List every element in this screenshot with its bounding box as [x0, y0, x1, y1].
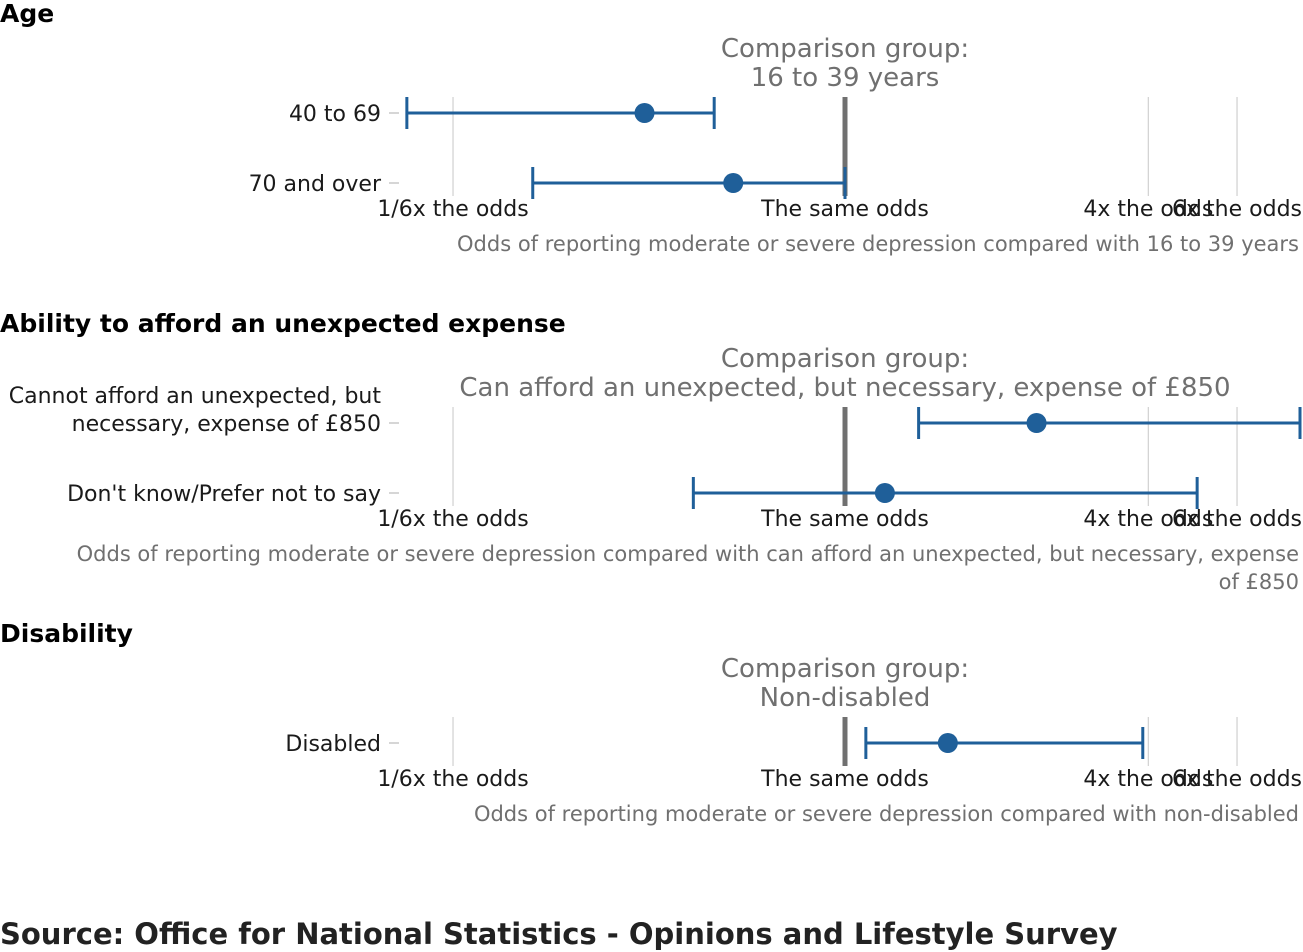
estimate-row: 70 and over [249, 167, 847, 199]
axis-title: Odds of reporting moderate or severe dep… [457, 232, 1299, 256]
comparison-group-label: 16 to 39 years [751, 63, 940, 93]
odds-ratio-point [937, 733, 958, 753]
category-label: necessary, expense of £850 [72, 412, 381, 437]
tick-label: 6x the odds [1172, 507, 1302, 532]
panel-2: Ability to afford an unexpected expense C… [0, 309, 1302, 594]
estimate-row: Cannot afford an unexpected, but necessar… [9, 384, 1302, 439]
comparison-group-label: Comparison group: [721, 34, 969, 64]
panel-title: Disability [0, 619, 133, 648]
panel-1: Age Comparison group:16 to 39 years 1/6x t… [0, 0, 1302, 256]
tick-label: 4x the odds [1083, 197, 1213, 222]
panel-title: Age [0, 0, 54, 28]
estimate-row: Don't know/Prefer not to say [67, 477, 1199, 509]
tick-label: 4x the odds [1083, 507, 1213, 532]
comparison-group-label: Can afford an unexpected, but necessary,… [459, 373, 1230, 403]
odds-ratio-point [723, 173, 744, 193]
odds-ratio-point [874, 483, 895, 503]
tick-label: 1/6x the odds [377, 767, 528, 792]
panel-3: Disability Comparison group:Non-disabled 1… [0, 619, 1302, 826]
comparison-group-label: Comparison group: [721, 654, 969, 684]
tick-label: 1/6x the odds [377, 507, 528, 532]
estimate-row: 40 to 69 [289, 97, 716, 129]
source-note: Source: Office for National Statistics -… [0, 917, 1118, 951]
category-label: 70 and over [249, 172, 382, 197]
category-label: Disabled [285, 732, 381, 757]
axis-title: of £850 [1219, 570, 1299, 594]
tick-label: The same odds [760, 767, 929, 792]
tick-label: The same odds [760, 197, 929, 222]
category-label: 40 to 69 [289, 102, 381, 127]
tick-label: 6x the odds [1172, 767, 1302, 792]
estimate-row: Disabled [285, 727, 1145, 759]
tick-label: 1/6x the odds [377, 197, 528, 222]
comparison-group-label: Non-disabled [760, 683, 931, 713]
tick-label: 6x the odds [1172, 197, 1302, 222]
axis-title: Odds of reporting moderate or severe dep… [77, 542, 1299, 566]
panel-title: Ability to afford an unexpected expense [0, 309, 566, 338]
comparison-group-label: Comparison group: [721, 344, 969, 374]
category-label: Don't know/Prefer not to say [67, 482, 381, 507]
odds-ratio-point [1026, 413, 1047, 433]
tick-label: The same odds [760, 507, 929, 532]
odds-ratio-point [634, 103, 655, 123]
category-label: Cannot afford an unexpected, but [9, 384, 382, 409]
tick-label: 4x the odds [1083, 767, 1213, 792]
axis-title: Odds of reporting moderate or severe dep… [474, 802, 1299, 826]
